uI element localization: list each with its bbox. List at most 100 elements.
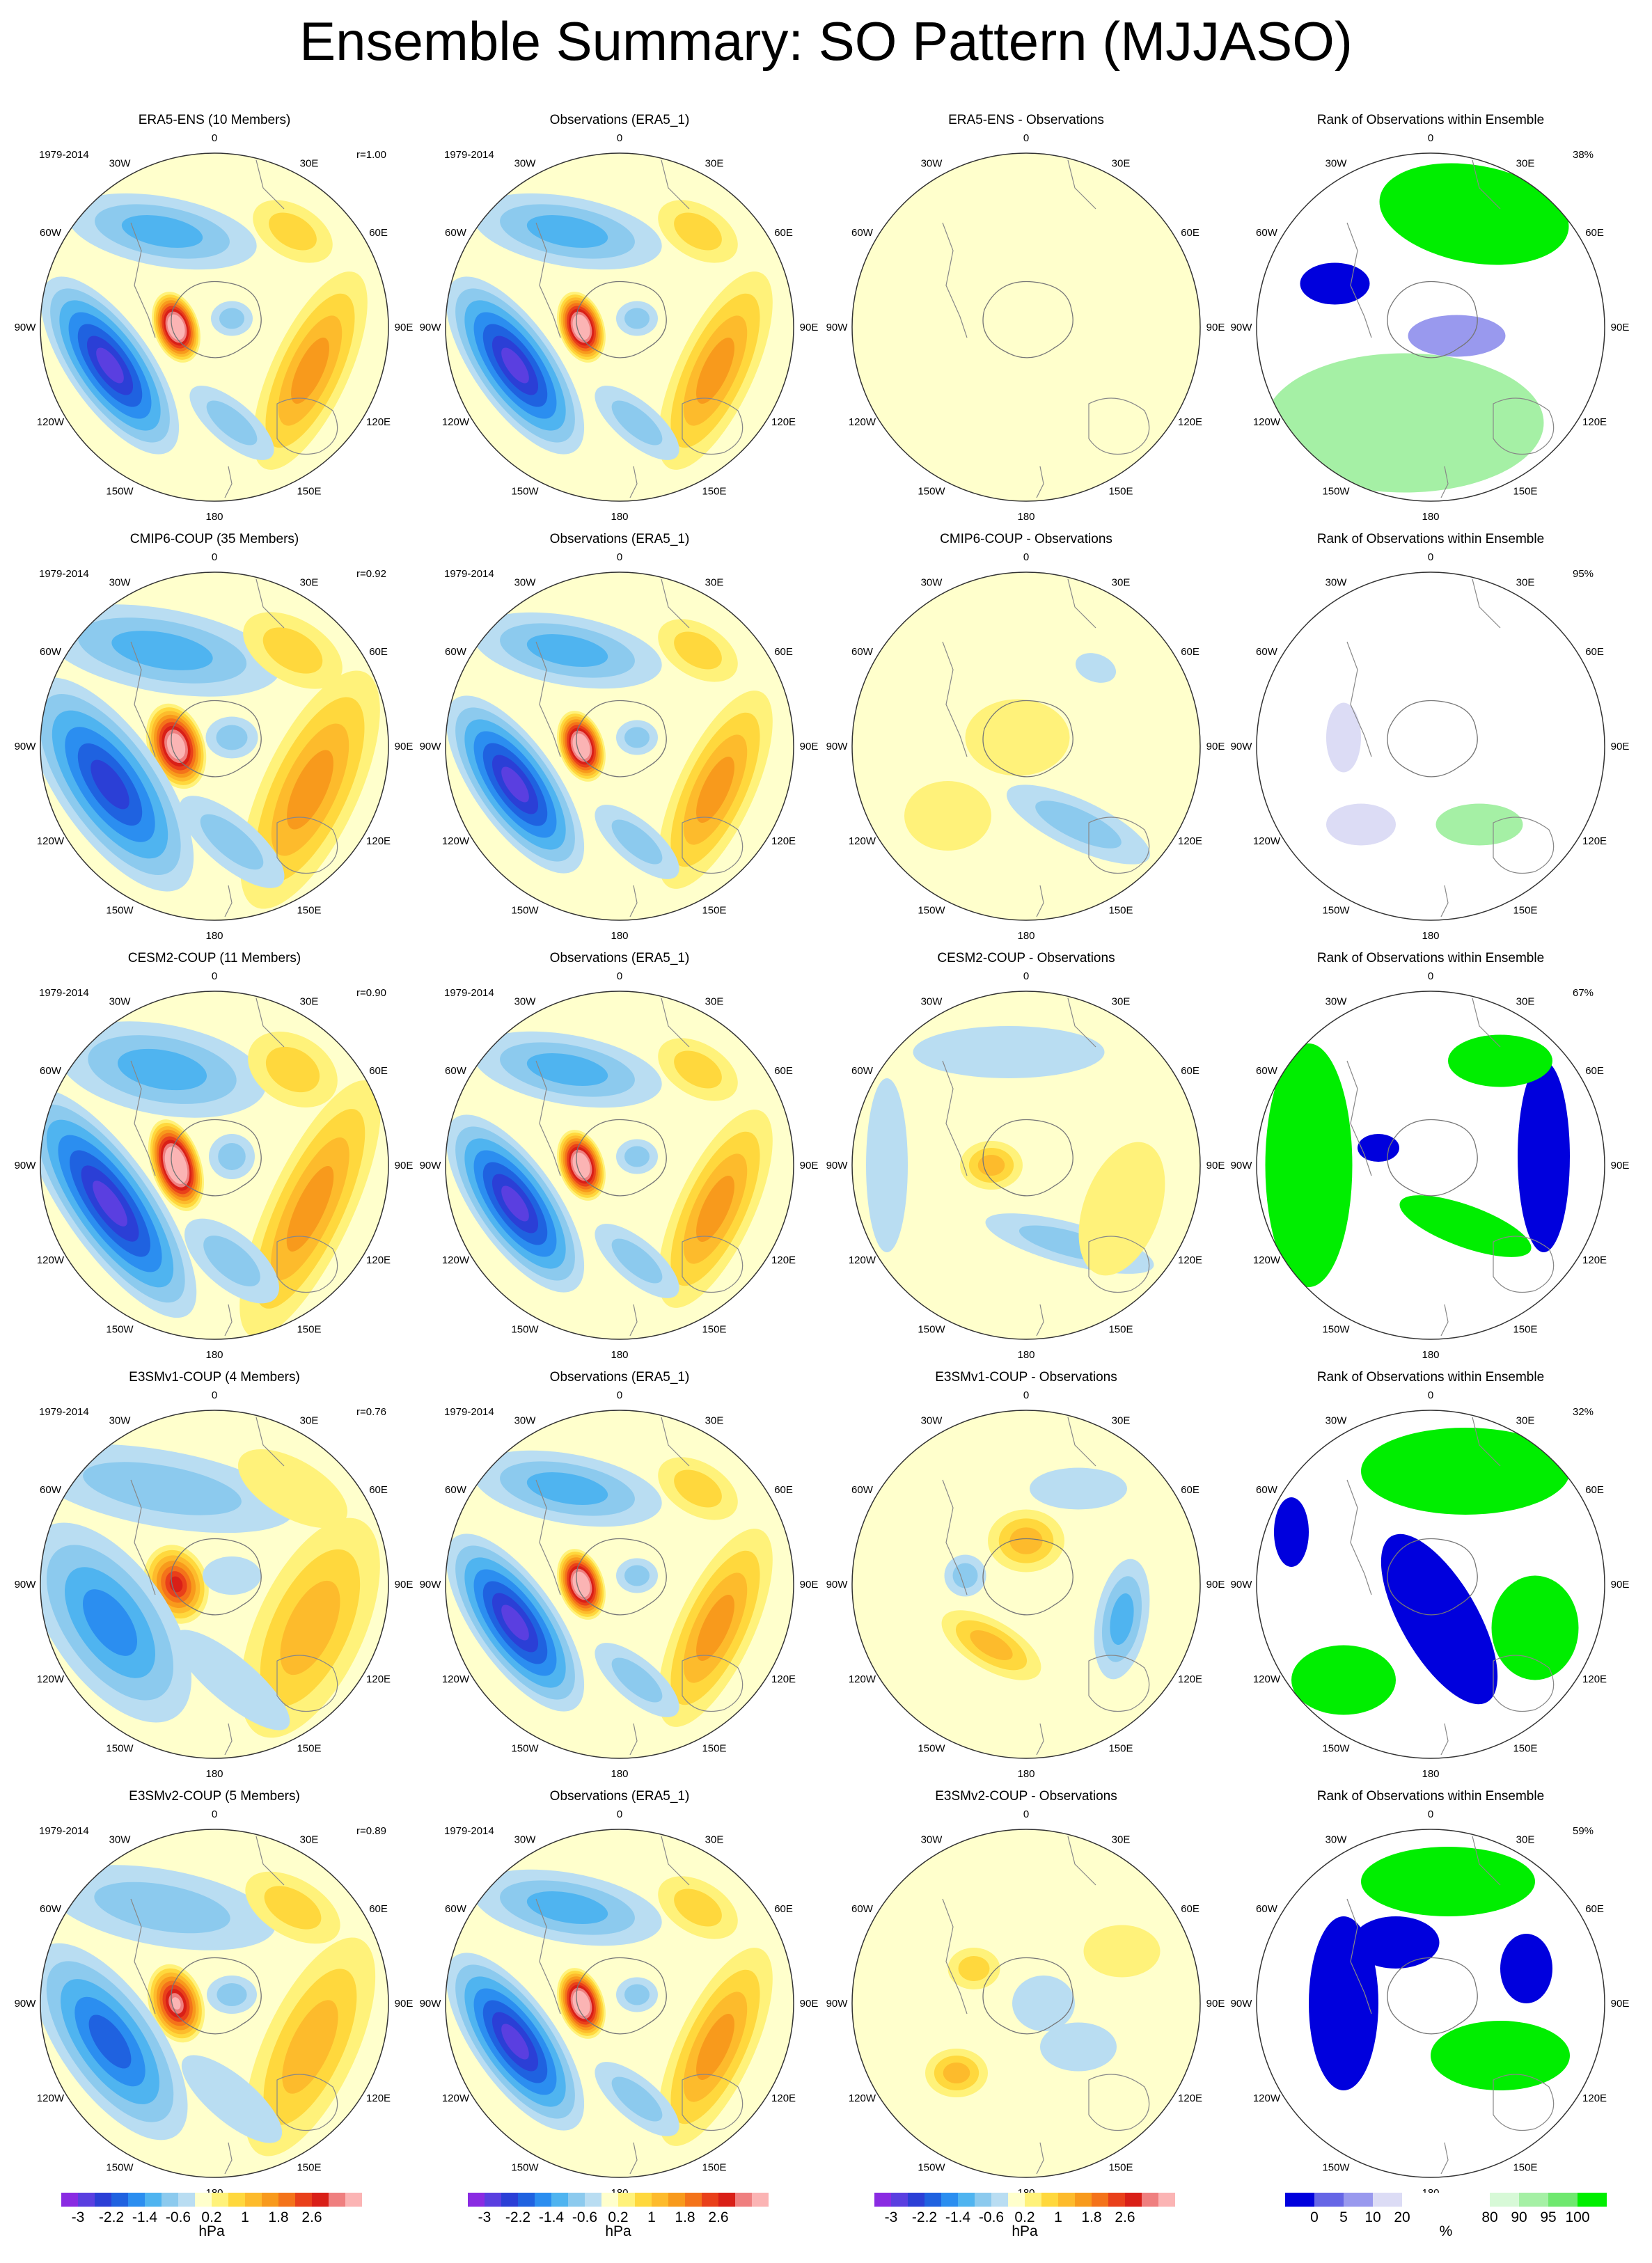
compass-label: 30W	[514, 157, 537, 169]
page-title: Ensemble Summary: SO Pattern (MJJASO)	[299, 10, 1353, 72]
africa-coastline	[1472, 998, 1501, 1048]
colorbar-swatch	[178, 2193, 195, 2207]
contour-level	[216, 725, 248, 750]
compass-label: 30E	[300, 995, 319, 1007]
compass-label: 180	[611, 1349, 628, 1361]
colorbar-swatch	[585, 2193, 601, 2207]
compass-label: 90E	[800, 1160, 819, 1172]
compass-label: 60W	[1256, 1065, 1278, 1077]
polar-map: 0 30E 60E 90E 120E 150E 180 150W 120W 90W 60W 30W	[826, 1389, 1225, 1780]
contour-level	[200, 814, 264, 870]
contour-level	[526, 1472, 608, 1505]
polar-map: 0 30E 60E 90E 120E 150E 180 150W 120W 90W 60W 30W	[420, 970, 819, 1361]
compass-label: 90W	[1231, 1579, 1253, 1591]
compass-label: 60W	[1256, 227, 1278, 239]
compass-label: 90W	[1231, 741, 1253, 752]
compass-label: 90W	[15, 322, 37, 333]
compass-label: 30E	[705, 576, 724, 588]
colorbar-unit-label: hPa	[198, 2223, 225, 2239]
africa-coastline	[1472, 1417, 1501, 1467]
colorbar-swatch	[618, 2193, 635, 2207]
compass-label: 60W	[40, 1903, 62, 1915]
colorbar-swatch	[228, 2193, 245, 2207]
compass-label: 90W	[420, 1998, 442, 2010]
colorbar-swatch	[468, 2193, 485, 2207]
contour-level	[526, 1891, 608, 1924]
compass-label: 90E	[1206, 1160, 1225, 1172]
contour-level	[1009, 1527, 1043, 1554]
colorbar-swatch	[518, 2193, 535, 2207]
compass-label: 60W	[851, 1484, 874, 1496]
compass-label: 120E	[1582, 835, 1607, 847]
compass-label: 30W	[514, 1414, 537, 1426]
contour-level	[578, 1579, 585, 1589]
africa-coastline	[1067, 998, 1096, 1048]
colorbar-swatch	[95, 2193, 111, 2207]
compass-label: 60W	[851, 1903, 874, 1915]
contour-level	[611, 819, 663, 865]
compass-label: 150W	[1322, 2162, 1350, 2174]
compass-label: 150W	[106, 486, 134, 498]
south-america-coastline	[535, 641, 561, 757]
panel-title: CMIP6-COUP - Observations	[940, 532, 1112, 546]
colorbar-swatch	[1344, 2193, 1373, 2207]
compass-label: 60E	[774, 646, 793, 658]
colorbar-tick-label: -3	[71, 2209, 85, 2225]
compass-label: 0	[1023, 551, 1029, 563]
compass-label: 90E	[1611, 322, 1630, 333]
contour-level	[674, 631, 722, 670]
compass-label: 90E	[1611, 1160, 1630, 1172]
colorbar-swatch	[718, 2193, 735, 2207]
compass-label: 30W	[921, 576, 943, 588]
colorbar-swatch	[1402, 2193, 1431, 2207]
contour-level	[501, 347, 529, 384]
antarctica-coastline	[171, 281, 262, 358]
colorbar: -3 -2.2 -1.4 -0.6 0.2 1 1.8 2.6 hPa	[468, 2193, 788, 2239]
panel-title: Observations (ERA5_1)	[549, 532, 690, 546]
compass-label: 180	[611, 511, 628, 523]
map-panel: 030E60E90E120E150E180150W120W90W60W30WOb…	[418, 1789, 821, 2207]
compass-label: 90E	[1206, 322, 1225, 333]
correlation-label: r=0.76	[356, 1406, 386, 1418]
compass-label: 120W	[1253, 1673, 1281, 1685]
rank-region	[1408, 315, 1506, 357]
south-america-coastline	[942, 1060, 968, 1176]
antarctica-coastline	[982, 281, 1073, 358]
period-label: 1979-2014	[39, 1406, 89, 1418]
map-border	[851, 152, 1201, 502]
colorbar-swatch	[345, 2193, 362, 2207]
compass-label: 0	[1428, 1389, 1433, 1401]
compass-label: 120E	[1178, 2092, 1202, 2104]
colorbar-swatch	[278, 2193, 295, 2207]
africa-coastline	[661, 578, 690, 629]
colorbar-swatch	[1075, 2193, 1092, 2207]
compass-label: 0	[212, 1389, 217, 1401]
compass-label: 150E	[1108, 905, 1133, 917]
panel-title: Rank of Observations within Ensemble	[1316, 532, 1545, 546]
new-zealand-coastline	[224, 466, 233, 498]
map-panel: 0 30E 60E 90E 120E 150E 180 150W 120W 90W 60W 30W ER…	[824, 113, 1228, 530]
new-zealand-coastline	[629, 1723, 638, 1756]
contour-level	[83, 1462, 242, 1515]
contour-level	[904, 781, 991, 851]
map-border	[40, 152, 389, 502]
map-panel: 0 30E 60E 90E 120E 150E 180 150W 120W 90W 60W 30W E3…	[824, 1370, 1228, 1788]
australia-coastline	[276, 1236, 338, 1293]
map-border	[1256, 152, 1605, 502]
colorbar-swatch	[1058, 2193, 1075, 2207]
contour-level	[611, 1657, 663, 1703]
compass-label: 30E	[705, 1414, 724, 1426]
contour-level	[286, 1166, 334, 1252]
rank-region	[1291, 1645, 1396, 1715]
contour-level	[674, 1469, 722, 1508]
contour-level	[611, 2076, 663, 2122]
period-label: 1979-2014	[39, 1825, 89, 1837]
map-border	[1256, 1829, 1605, 2178]
colorbar-tick-label: -0.6	[978, 2209, 1005, 2225]
compass-label: 30W	[1325, 576, 1348, 588]
compass-label: 30E	[1516, 1834, 1535, 1845]
rank-percent-label: 32%	[1573, 1406, 1594, 1418]
compass-label: 120W	[442, 1673, 470, 1685]
map-panel: 0 30E 60E 90E 120E 150E 180 150W 120W 90W 60W 30W CE…	[824, 951, 1228, 1369]
